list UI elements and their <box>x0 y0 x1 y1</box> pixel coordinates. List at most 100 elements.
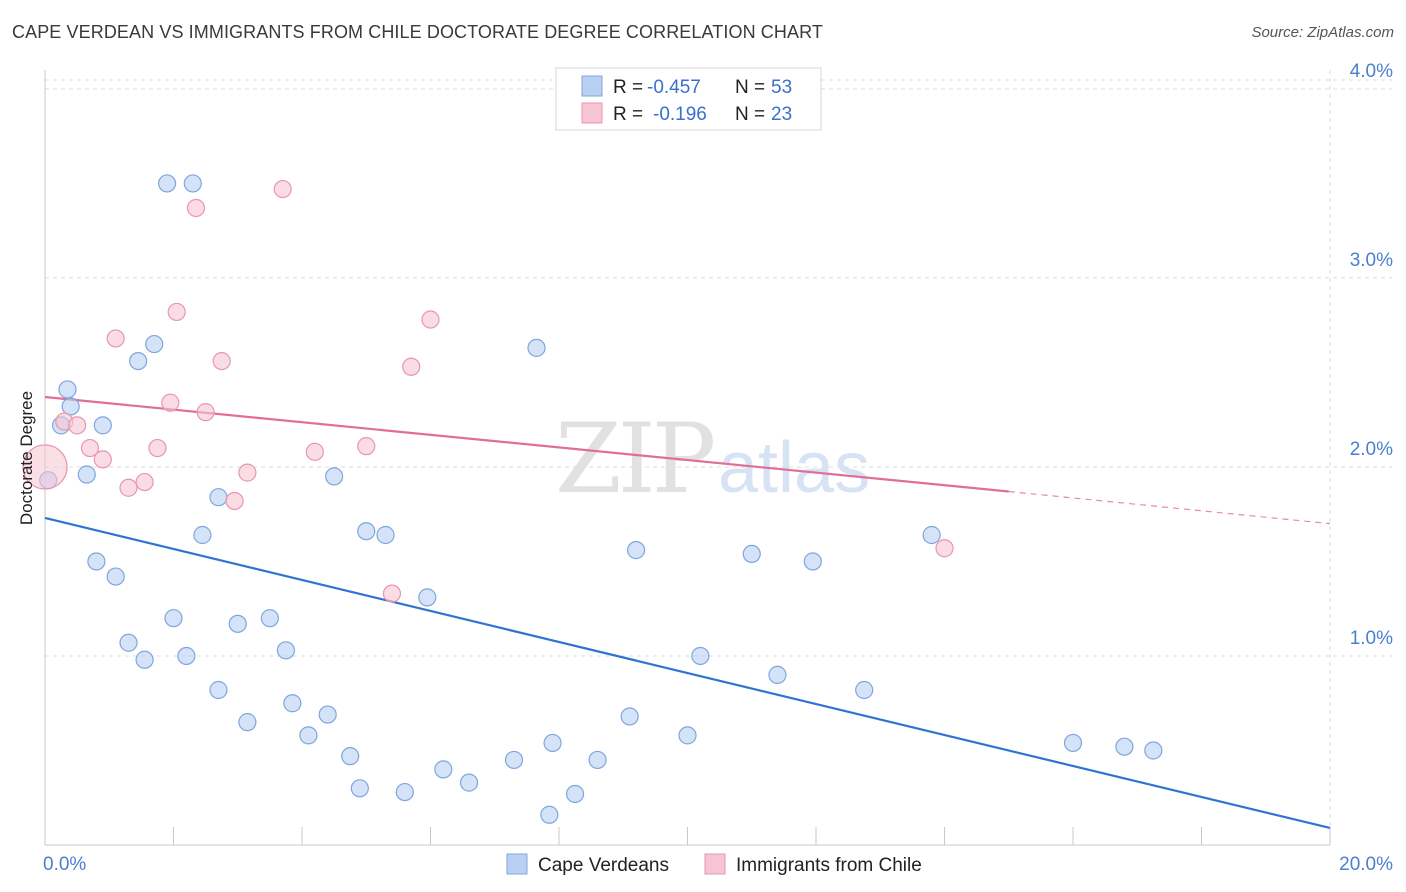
data-point-blue <box>228 614 247 633</box>
data-point-pink <box>148 438 167 458</box>
stats-legend-swatch-pink <box>581 102 603 124</box>
data-point-pink <box>935 539 954 558</box>
data-point-blue <box>768 665 787 684</box>
data-point-blue <box>543 733 562 753</box>
series-legend-label: Immigrants from Chile <box>736 855 922 876</box>
data-point-pink <box>119 478 138 497</box>
stats-legend-n-value: 53 <box>771 77 792 98</box>
data-point-pink <box>238 463 257 482</box>
x-tick-label: 0.0% <box>43 854 86 875</box>
axis-layer: 1.0% 2.0% 3.0% 4.0% 0.0% 20.0% <box>43 61 1393 875</box>
data-point-blue <box>691 646 710 666</box>
watermark-atlas: atlas <box>718 428 870 508</box>
data-point-blue <box>260 609 279 628</box>
stats-legend-n-value: 23 <box>771 104 792 125</box>
data-point-pink <box>135 472 154 492</box>
data-point-pink <box>161 393 180 412</box>
stats-legend-n-label: N = <box>735 104 765 125</box>
data-point-pink <box>167 302 186 322</box>
data-point-blue <box>341 747 360 766</box>
data-point-pink <box>357 437 376 456</box>
data-point-blue <box>193 525 212 545</box>
data-point-blue <box>626 541 646 560</box>
data-point-blue <box>209 488 228 507</box>
y-tick-label: 1.0% <box>1350 628 1393 649</box>
data-point-blue <box>157 174 177 193</box>
data-point-blue <box>61 397 80 416</box>
data-point-blue <box>527 338 546 357</box>
data-point-blue <box>164 609 183 628</box>
data-point-pink <box>305 442 324 461</box>
data-point-pink <box>22 444 68 490</box>
series-legend: Cape Verdeans Immigrants from Chile <box>506 853 922 876</box>
data-point-pink <box>212 351 231 371</box>
x-tick-label: 20.0% <box>1339 854 1393 875</box>
data-point-blue <box>540 805 559 824</box>
data-point-blue <box>350 779 369 798</box>
data-point-blue <box>588 750 607 770</box>
stats-legend-r-value: -0.457 <box>647 77 701 98</box>
data-point-blue <box>119 633 138 652</box>
stats-legend-n-label: N = <box>735 77 765 98</box>
data-point-pink <box>106 329 125 348</box>
y-tick-label: 2.0% <box>1350 439 1393 460</box>
data-point-blue <box>283 694 302 713</box>
data-point-blue <box>238 713 257 732</box>
stats-legend: R = -0.457 N = 53 R = -0.196 N = 23 <box>555 67 822 131</box>
data-point-blue <box>459 773 479 792</box>
data-point-blue <box>145 334 164 354</box>
chart-title: CAPE VERDEAN VS IMMIGRANTS FROM CHILE DO… <box>12 22 823 42</box>
y-tick-label: 3.0% <box>1350 250 1393 271</box>
stats-legend-r-label: R = <box>613 77 643 98</box>
data-point-blue <box>87 552 106 571</box>
data-point-pink <box>273 179 292 199</box>
data-point-pink <box>186 198 206 218</box>
data-point-blue <box>106 567 125 586</box>
points-layer <box>22 174 1163 824</box>
stats-legend-r-label: R = <box>613 104 643 125</box>
watermark: ZIP atlas <box>555 403 870 515</box>
grid-layer <box>45 70 1392 845</box>
data-point-pink <box>93 450 112 469</box>
y-axis-label: Doctorate Degree <box>17 391 36 525</box>
data-point-blue <box>418 588 437 607</box>
data-point-blue <box>183 174 202 193</box>
data-point-blue <box>1063 733 1083 753</box>
y-tick-label: 4.0% <box>1350 61 1393 82</box>
data-point-blue <box>58 380 77 399</box>
trend-line-blue <box>44 516 1331 830</box>
data-point-blue <box>1144 741 1163 760</box>
data-point-blue <box>135 650 154 669</box>
data-point-blue <box>1115 737 1134 756</box>
data-point-blue <box>209 680 228 700</box>
data-point-blue <box>678 726 697 745</box>
data-point-pink <box>421 310 440 329</box>
series-legend-label: Cape Verdeans <box>538 855 669 876</box>
trend-line-dashed-pink <box>1008 490 1331 525</box>
series-legend-swatch-blue <box>506 853 528 875</box>
data-point-blue <box>357 522 376 541</box>
source-label: Source: ZipAtlas.com <box>1251 24 1394 41</box>
stats-legend-r-value: -0.196 <box>653 104 707 125</box>
data-point-blue <box>803 552 822 571</box>
data-point-blue <box>276 641 296 660</box>
data-point-blue <box>855 680 874 700</box>
watermark-zip: ZIP <box>555 403 714 515</box>
data-point-pink <box>196 403 215 422</box>
series-legend-swatch-pink <box>704 853 726 875</box>
data-point-blue <box>504 750 524 770</box>
data-point-blue <box>565 784 585 804</box>
data-point-pink <box>382 584 402 603</box>
data-point-blue <box>742 544 761 564</box>
data-point-blue <box>77 465 96 484</box>
data-point-blue <box>93 416 112 435</box>
data-point-blue <box>376 525 395 545</box>
data-point-blue <box>620 707 639 726</box>
data-point-pink <box>402 357 421 376</box>
data-point-pink <box>68 416 87 435</box>
data-point-blue <box>922 525 941 545</box>
data-point-blue <box>177 646 196 666</box>
data-point-blue <box>318 705 337 724</box>
stats-legend-swatch-blue <box>581 75 603 97</box>
